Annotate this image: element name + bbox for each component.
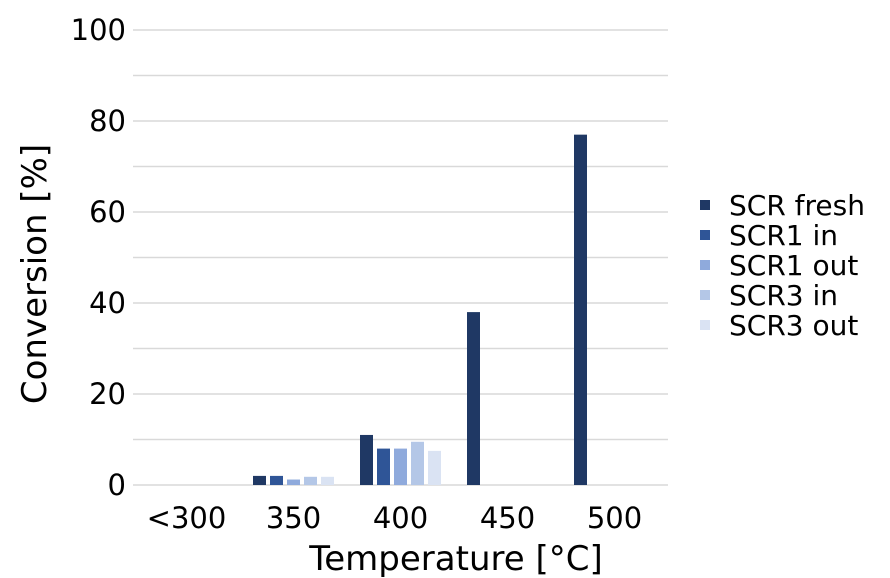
y-tick-label: 40 (89, 286, 126, 320)
bar (411, 441, 424, 485)
legend-label: SCR fresh (729, 189, 865, 222)
bar (428, 450, 441, 485)
bars (253, 134, 587, 485)
legend-swatch (700, 200, 710, 210)
y-tick-label: 20 (89, 377, 126, 411)
x-tick-label: 450 (480, 501, 535, 535)
x-tick-label: 500 (587, 501, 642, 535)
y-tick-label: 60 (89, 195, 126, 229)
y-tick-label: 0 (108, 468, 126, 502)
bar (304, 476, 317, 485)
bar (574, 134, 587, 485)
y-axis-title: Conversion [%] (15, 144, 55, 404)
legend-swatch (700, 290, 710, 300)
x-tick-label: 400 (373, 501, 428, 535)
bar (253, 475, 266, 485)
legend-label: SCR1 in (729, 219, 838, 252)
y-tick-labels: 0 20 40 60 80 100 (71, 13, 126, 502)
legend-swatch (700, 320, 710, 330)
bar (270, 475, 283, 485)
bar (467, 312, 480, 485)
bar (321, 476, 334, 485)
y-tick-label: 100 (71, 13, 126, 47)
legend-swatch (700, 230, 710, 240)
bar (360, 434, 373, 485)
x-axis-title: Temperature [°C] (308, 539, 602, 578)
x-tick-label: <300 (147, 501, 227, 535)
bar (394, 448, 407, 485)
x-tick-label: 350 (266, 501, 321, 535)
y-tick-label: 80 (89, 104, 126, 138)
legend-label: SCR3 in (729, 279, 838, 312)
bar (377, 448, 390, 485)
legend-label: SCR1 out (729, 249, 858, 282)
legend-swatch (700, 260, 710, 270)
legend-label: SCR3 out (729, 309, 858, 342)
gridlines (133, 29, 668, 486)
bar (287, 479, 300, 485)
x-tick-labels: <300 350 400 450 500 (147, 501, 643, 535)
